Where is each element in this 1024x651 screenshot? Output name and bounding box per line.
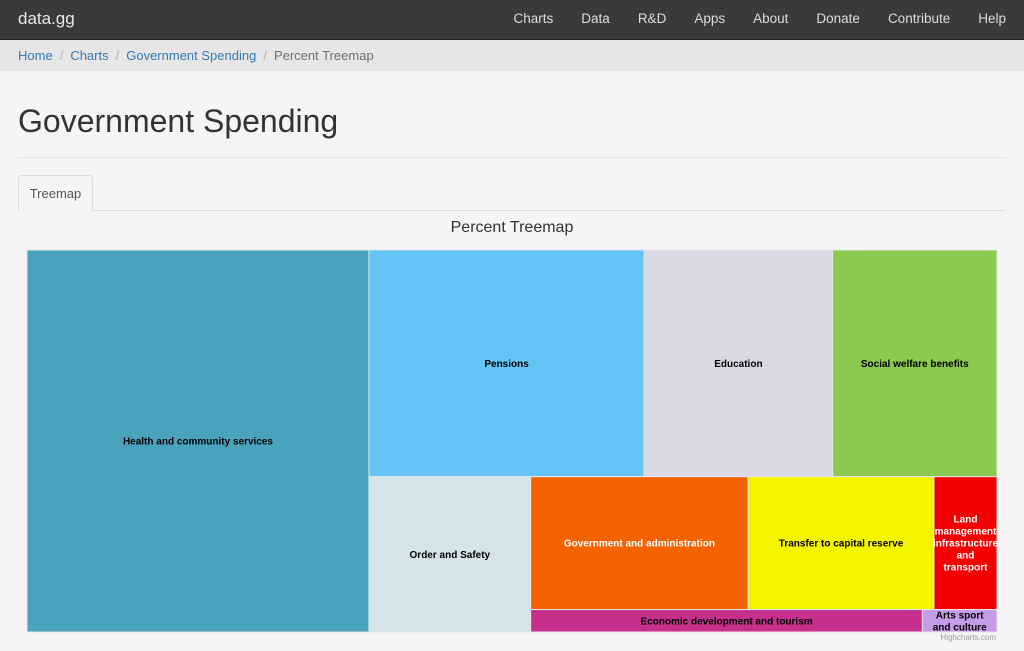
treemap-chart: Percent Treemap Health and community ser… [26, 219, 998, 642]
breadcrumb-separator: / [115, 48, 120, 63]
treemap-tile-land-management-infrastructure-and-transport[interactable] [933, 476, 998, 611]
nav-menu: Charts Data R&D Apps About Donate Contri… [500, 0, 1020, 40]
breadcrumb: Home / Charts / Government Spending / Percent … [0, 40, 1024, 71]
treemap-label-social-welfare-benefits: Social welfare benefits [861, 359, 969, 370]
treemap-tile-pensions[interactable] [368, 249, 645, 478]
title-divider [18, 157, 1006, 158]
treemap-tile-government-and-administration[interactable] [530, 476, 749, 611]
treemap-label-health-and-community-services: Health and community services [123, 437, 273, 448]
breadcrumb-separator: / [263, 48, 267, 63]
nav-item-charts[interactable]: Charts [513, 11, 554, 26]
breadcrumb-separator: / [59, 48, 64, 63]
chart-title: Percent Treemap [451, 219, 574, 236]
nav-item-contribute[interactable]: Contribute [887, 11, 951, 26]
nav-item-help[interactable]: Help [978, 11, 1006, 26]
treemap-label-order-and-safety: Order and Safety [410, 550, 491, 561]
nav-item-about[interactable]: About [753, 11, 789, 26]
nav-item-rnd[interactable]: R&D [637, 11, 667, 26]
breadcrumb-home[interactable]: Home [18, 48, 53, 63]
treemap-tile-social-welfare-benefits[interactable] [832, 249, 998, 478]
treemap-label-economic-development-and-tourism: Economic development and tourism [640, 616, 812, 627]
nav-item-data[interactable]: Data [581, 11, 610, 26]
treemap-label-pensions: Pensions [484, 359, 529, 370]
treemap-label-education: Education [714, 359, 762, 370]
breadcrumb-charts[interactable]: Charts [70, 48, 109, 63]
tab-bar-border [18, 210, 1006, 211]
breadcrumb-government-spending[interactable]: Government Spending [126, 48, 257, 63]
treemap-tile-order-and-safety[interactable] [368, 476, 532, 633]
brand-link[interactable]: data.gg [18, 9, 75, 28]
treemap-label-arts-sport-and-culture: Arts sport and culture [933, 610, 987, 633]
tab-treemap[interactable]: Treemap [18, 175, 93, 211]
treemap-tile-arts-sport-and-culture[interactable] [921, 609, 998, 633]
treemap-tile-health-and-community-services[interactable] [26, 249, 370, 633]
navbar: data.gg Charts Data R&D Apps About Donat… [0, 0, 1024, 40]
treemap-label-land-management-infrastructure-and-transport: Land management infrastructure and transport [933, 515, 998, 574]
treemap-tile-transfer-to-capital-reserve[interactable] [747, 476, 935, 611]
nav-item-donate[interactable]: Donate [816, 11, 860, 26]
chart-credit[interactable]: Highcharts.com [940, 633, 996, 642]
treemap-label-government-and-administration: Government and administration [564, 539, 715, 550]
treemap-tile-education[interactable] [643, 249, 834, 478]
breadcrumb-current: Percent Treemap [273, 48, 374, 63]
treemap-label-transfer-to-capital-reserve: Transfer to capital reserve [779, 539, 904, 550]
page-title: Government Spending [18, 103, 339, 139]
nav-item-apps[interactable]: Apps [694, 11, 726, 26]
